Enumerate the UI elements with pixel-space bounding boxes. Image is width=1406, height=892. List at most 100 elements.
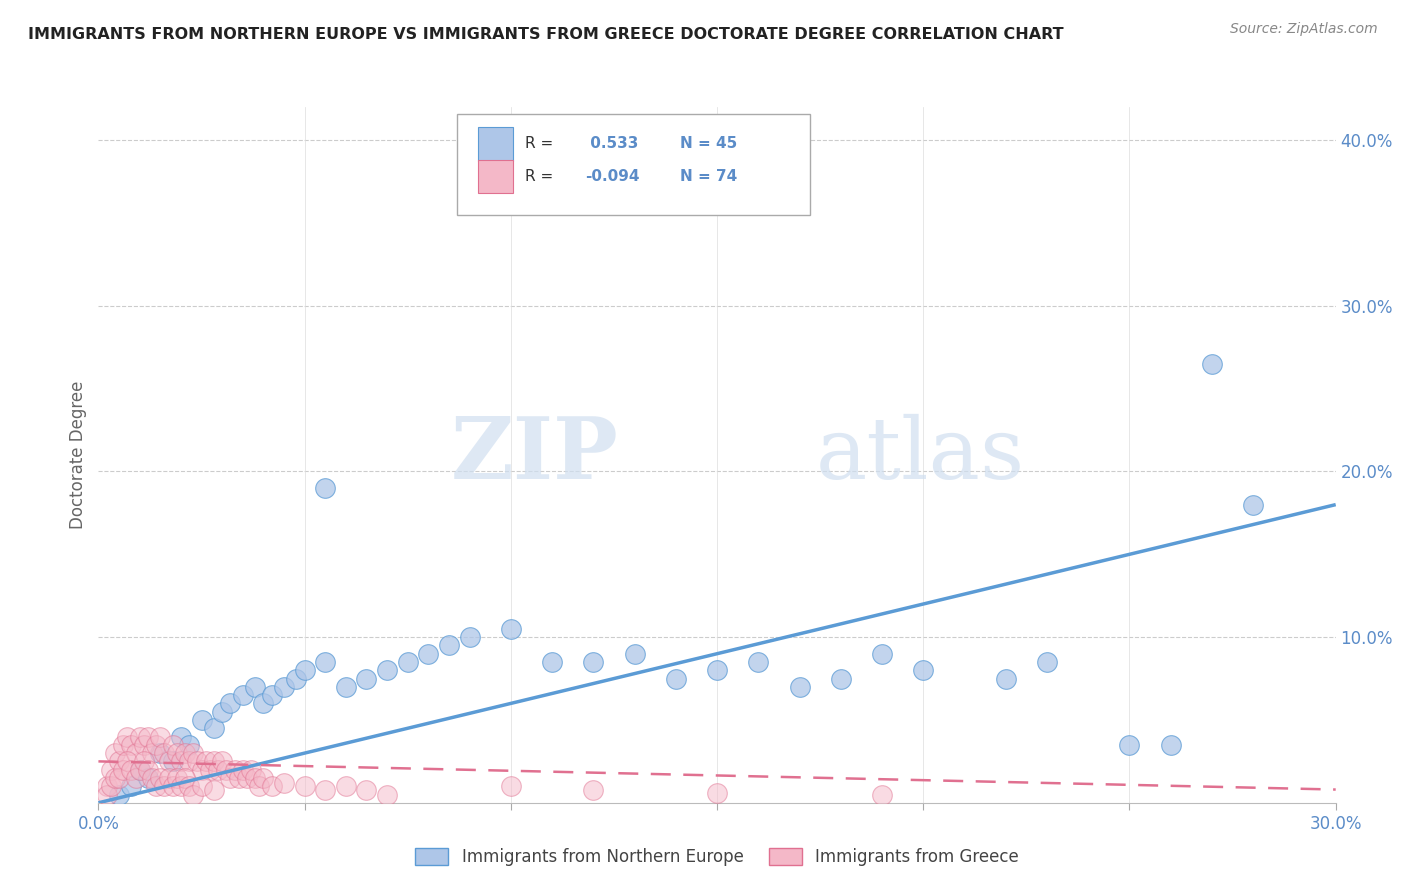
Point [202, 755, 225, 769]
Text: 0.533: 0.533 [585, 136, 638, 152]
Point [219, 771, 242, 785]
Point [232, 763, 254, 777]
Point [166, 746, 188, 760]
Point [136, 730, 159, 744]
Point [273, 680, 295, 694]
FancyBboxPatch shape [457, 114, 810, 215]
Point [104, 746, 127, 760]
Point [912, 663, 935, 677]
Point [418, 647, 440, 661]
Point [117, 755, 139, 769]
Point [314, 782, 336, 797]
Point [162, 755, 184, 769]
Point [108, 771, 131, 785]
Point [294, 779, 316, 793]
Point [141, 771, 163, 785]
Point [240, 763, 263, 777]
Point [186, 755, 208, 769]
Point [194, 755, 217, 769]
Legend: Immigrants from Northern Europe, Immigrants from Greece: Immigrants from Northern Europe, Immigra… [406, 839, 1028, 874]
Point [665, 672, 688, 686]
Point [96, 779, 118, 793]
Point [243, 771, 266, 785]
Point [870, 647, 893, 661]
Point [124, 771, 146, 785]
Point [706, 786, 728, 800]
Point [375, 663, 398, 677]
Point [830, 672, 852, 686]
Point [198, 763, 221, 777]
Point [243, 680, 266, 694]
Point [232, 688, 254, 702]
Point [706, 663, 728, 677]
Bar [478, 128, 513, 161]
Point [141, 746, 163, 760]
Point [136, 771, 159, 785]
Point [994, 672, 1017, 686]
Point [260, 779, 283, 793]
Point [499, 779, 522, 793]
Point [124, 746, 146, 760]
Point [252, 697, 274, 711]
Point [170, 755, 193, 769]
Point [112, 738, 135, 752]
Text: N = 45: N = 45 [681, 136, 737, 152]
Point [247, 779, 270, 793]
Point [252, 771, 274, 785]
Point [153, 779, 176, 793]
Text: IMMIGRANTS FROM NORTHERN EUROPE VS IMMIGRANTS FROM GREECE DOCTORATE DEGREE CORRE: IMMIGRANTS FROM NORTHERN EUROPE VS IMMIG… [28, 27, 1064, 42]
Point [582, 782, 605, 797]
Point [437, 639, 460, 653]
Text: R =: R = [526, 169, 558, 184]
Point [870, 788, 893, 802]
Point [1160, 738, 1182, 752]
Point [149, 771, 172, 785]
Point [128, 763, 150, 777]
Point [100, 779, 122, 793]
Text: R =: R = [526, 136, 558, 152]
Text: N = 74: N = 74 [681, 169, 737, 184]
Text: -0.094: -0.094 [585, 169, 640, 184]
Point [202, 782, 225, 797]
Point [236, 771, 259, 785]
Point [294, 663, 316, 677]
Point [132, 738, 155, 752]
Point [335, 680, 357, 694]
Point [260, 688, 283, 702]
Point [170, 779, 193, 793]
Point [166, 771, 188, 785]
Point [145, 738, 167, 752]
Point [100, 763, 122, 777]
Point [396, 655, 419, 669]
Point [179, 779, 201, 793]
Point [747, 655, 769, 669]
Point [273, 776, 295, 790]
Point [162, 779, 184, 793]
Point [1118, 738, 1140, 752]
Point [190, 713, 212, 727]
Point [623, 647, 645, 661]
Point [356, 782, 378, 797]
Point [149, 730, 172, 744]
Text: atlas: atlas [815, 413, 1025, 497]
Point [174, 746, 197, 760]
Point [314, 655, 336, 669]
Point [211, 755, 233, 769]
Point [96, 788, 118, 802]
Point [145, 779, 167, 793]
Y-axis label: Doctorate Degree: Doctorate Degree [69, 381, 87, 529]
Point [120, 738, 142, 752]
Point [157, 771, 180, 785]
Point [228, 771, 250, 785]
Point [202, 721, 225, 735]
Point [181, 788, 204, 802]
Point [1201, 357, 1223, 371]
Point [190, 779, 212, 793]
Point [149, 746, 172, 760]
Point [108, 755, 131, 769]
Point [219, 697, 242, 711]
Point [128, 763, 150, 777]
Point [335, 779, 357, 793]
Point [314, 481, 336, 495]
Point [112, 763, 135, 777]
